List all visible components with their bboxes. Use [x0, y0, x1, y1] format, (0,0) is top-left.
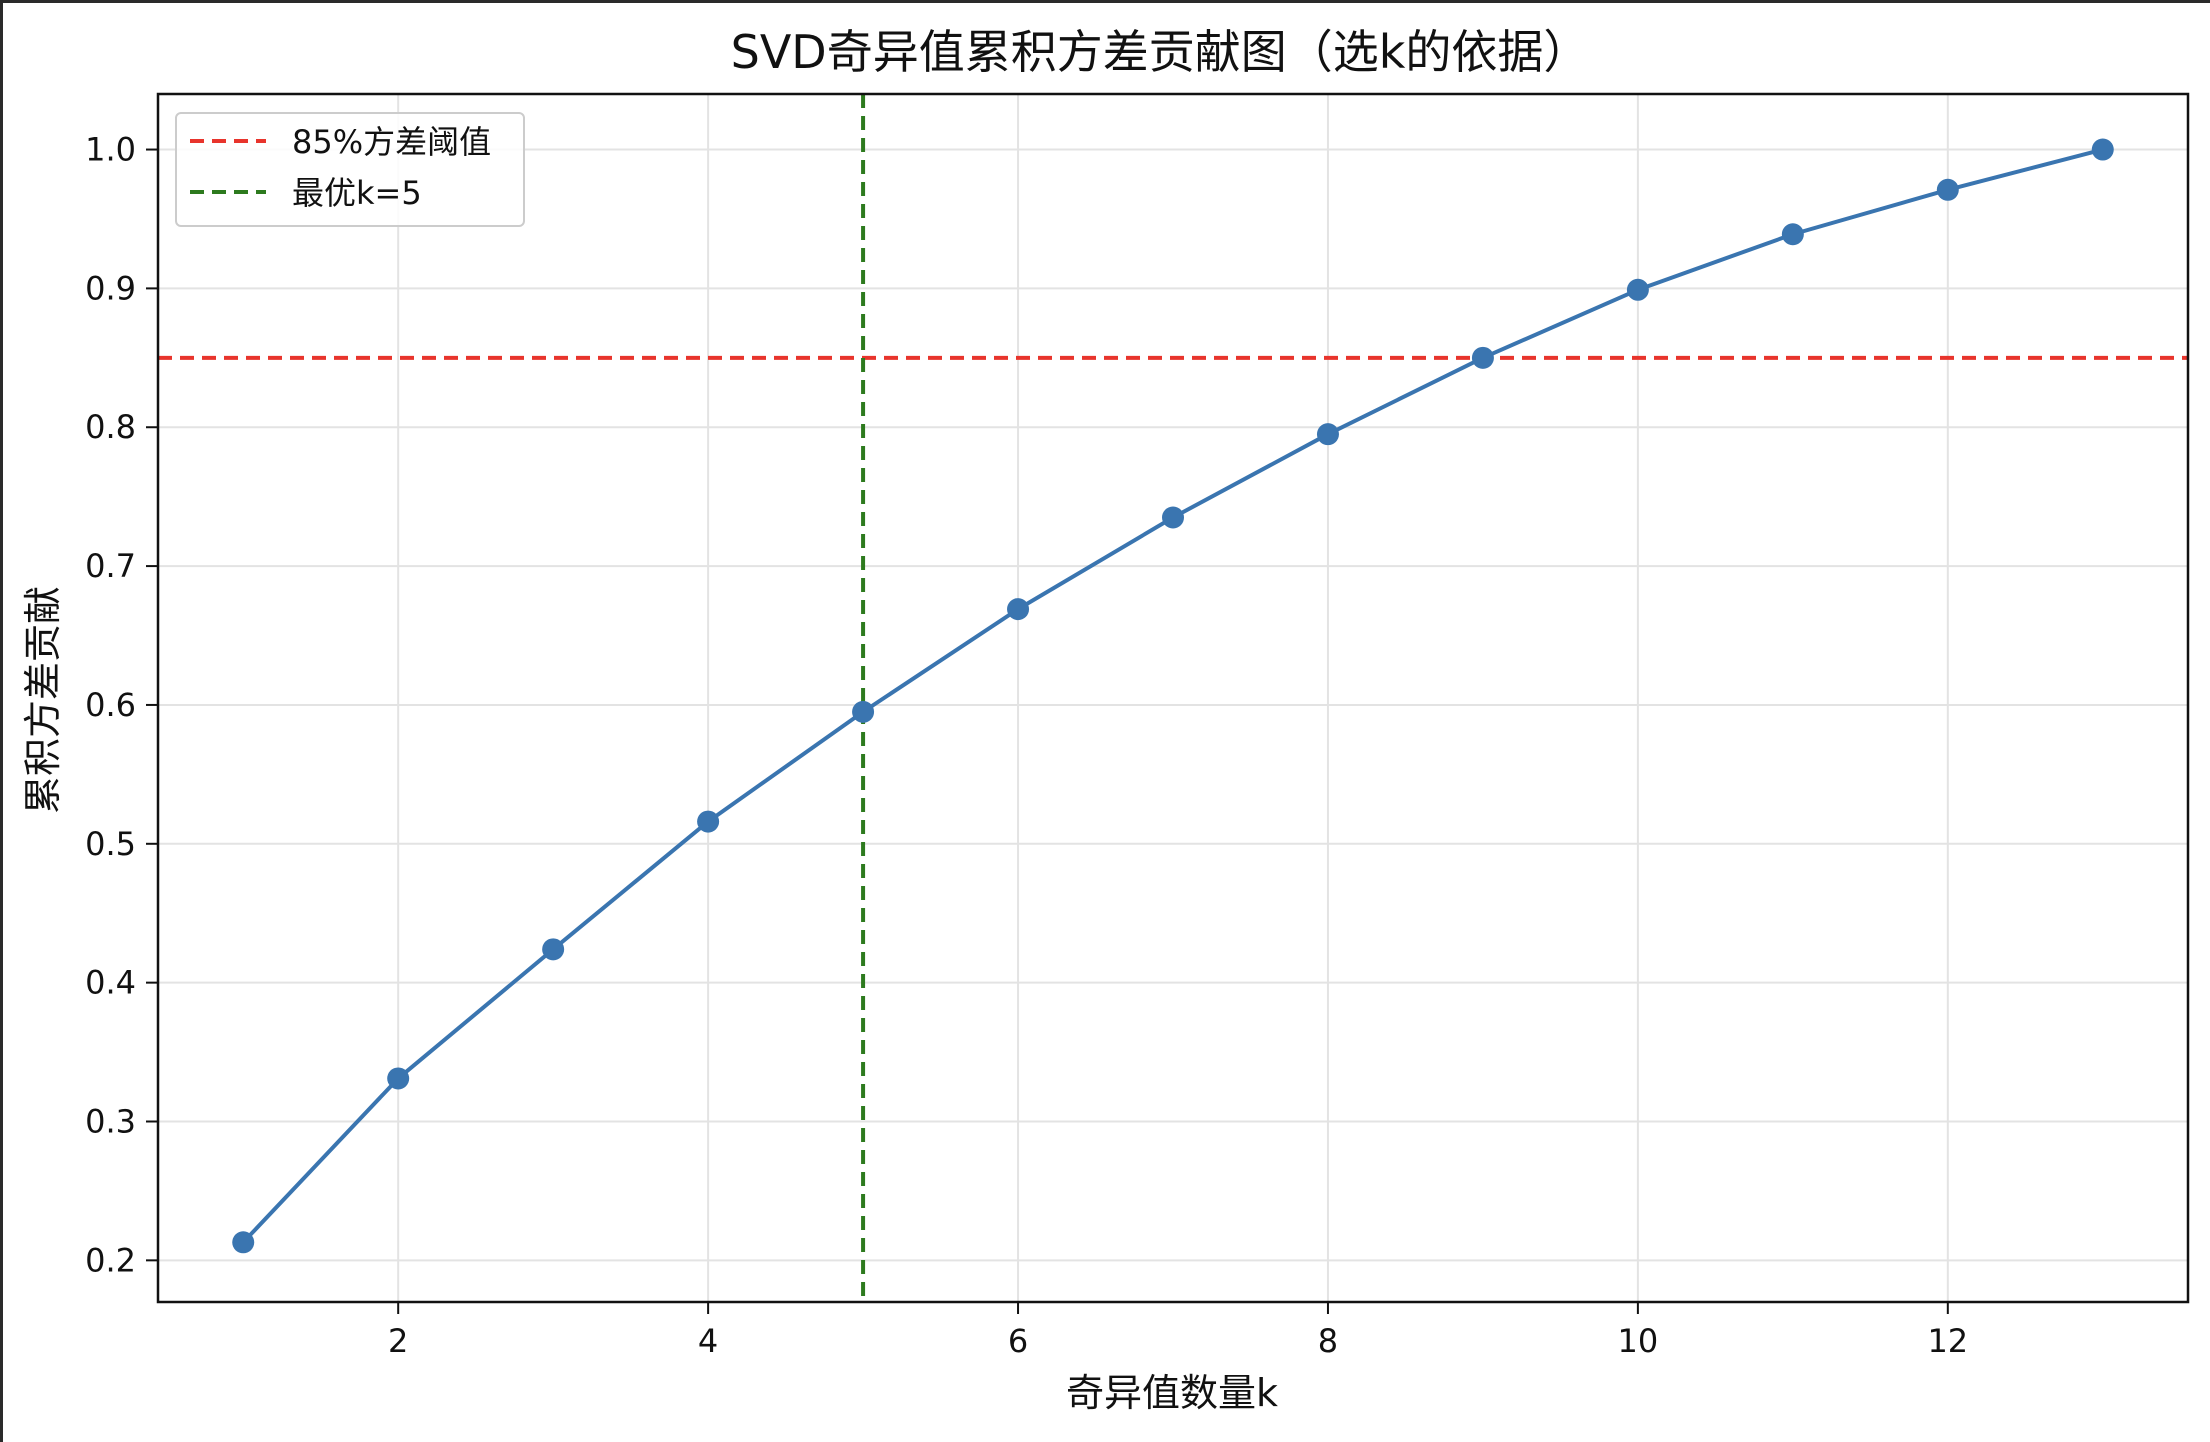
- y-axis-label: 累积方差贡献: [21, 586, 65, 814]
- y-tick-label: 0.4: [85, 964, 136, 1002]
- data-point: [1781, 223, 1804, 246]
- chart-title: SVD奇异值累积方差贡献图（选k的依据）: [731, 25, 1590, 79]
- x-tick-label: 12: [1927, 1322, 1968, 1360]
- data-point: [852, 700, 875, 723]
- y-axis-ticks: 0.2 0.3 0.4 0.5 0.6 0.7 0.8 0.9 1.0: [85, 131, 158, 1279]
- y-tick-label: 0.8: [85, 408, 136, 446]
- y-tick-label: 0.5: [85, 825, 136, 863]
- data-point: [1471, 346, 1494, 369]
- x-tick-label: 6: [1008, 1322, 1028, 1360]
- grid: [158, 94, 2188, 1302]
- y-tick-label: 0.7: [85, 547, 136, 585]
- legend: 85%方差阈值 最优k=5: [175, 112, 525, 227]
- x-tick-label: 2: [388, 1322, 408, 1360]
- data-point: [387, 1067, 410, 1090]
- reference-lines: [158, 94, 2188, 1302]
- data-point: [1316, 423, 1339, 446]
- y-tick-label: 0.3: [85, 1102, 136, 1140]
- x-axis-label: 奇异值数量k: [1066, 1371, 1278, 1415]
- legend-optimal-k-label: 最优k=5: [292, 174, 422, 212]
- data-point: [232, 1231, 255, 1254]
- plot-area-border: [156, 92, 2190, 1304]
- legend-threshold-label: 85%方差阈值: [292, 123, 491, 161]
- data-point: [1626, 278, 1649, 301]
- data-point: [2091, 138, 2114, 161]
- x-tick-label: 4: [698, 1322, 718, 1360]
- data-point: [1162, 506, 1184, 529]
- data-series: [232, 138, 2114, 1254]
- data-point: [1936, 178, 1959, 201]
- y-tick-label: 1.0: [85, 131, 136, 169]
- y-tick-label: 0.2: [85, 1241, 136, 1279]
- data-point: [697, 810, 720, 833]
- data-point: [1007, 598, 1030, 621]
- y-tick-label: 0.9: [85, 269, 136, 307]
- data-point: [542, 938, 565, 961]
- x-axis-ticks: 2 4 6 8 10 12: [388, 1302, 1968, 1360]
- x-tick-label: 8: [1318, 1322, 1338, 1360]
- x-tick-label: 10: [1618, 1322, 1659, 1360]
- y-tick-label: 0.6: [85, 686, 136, 724]
